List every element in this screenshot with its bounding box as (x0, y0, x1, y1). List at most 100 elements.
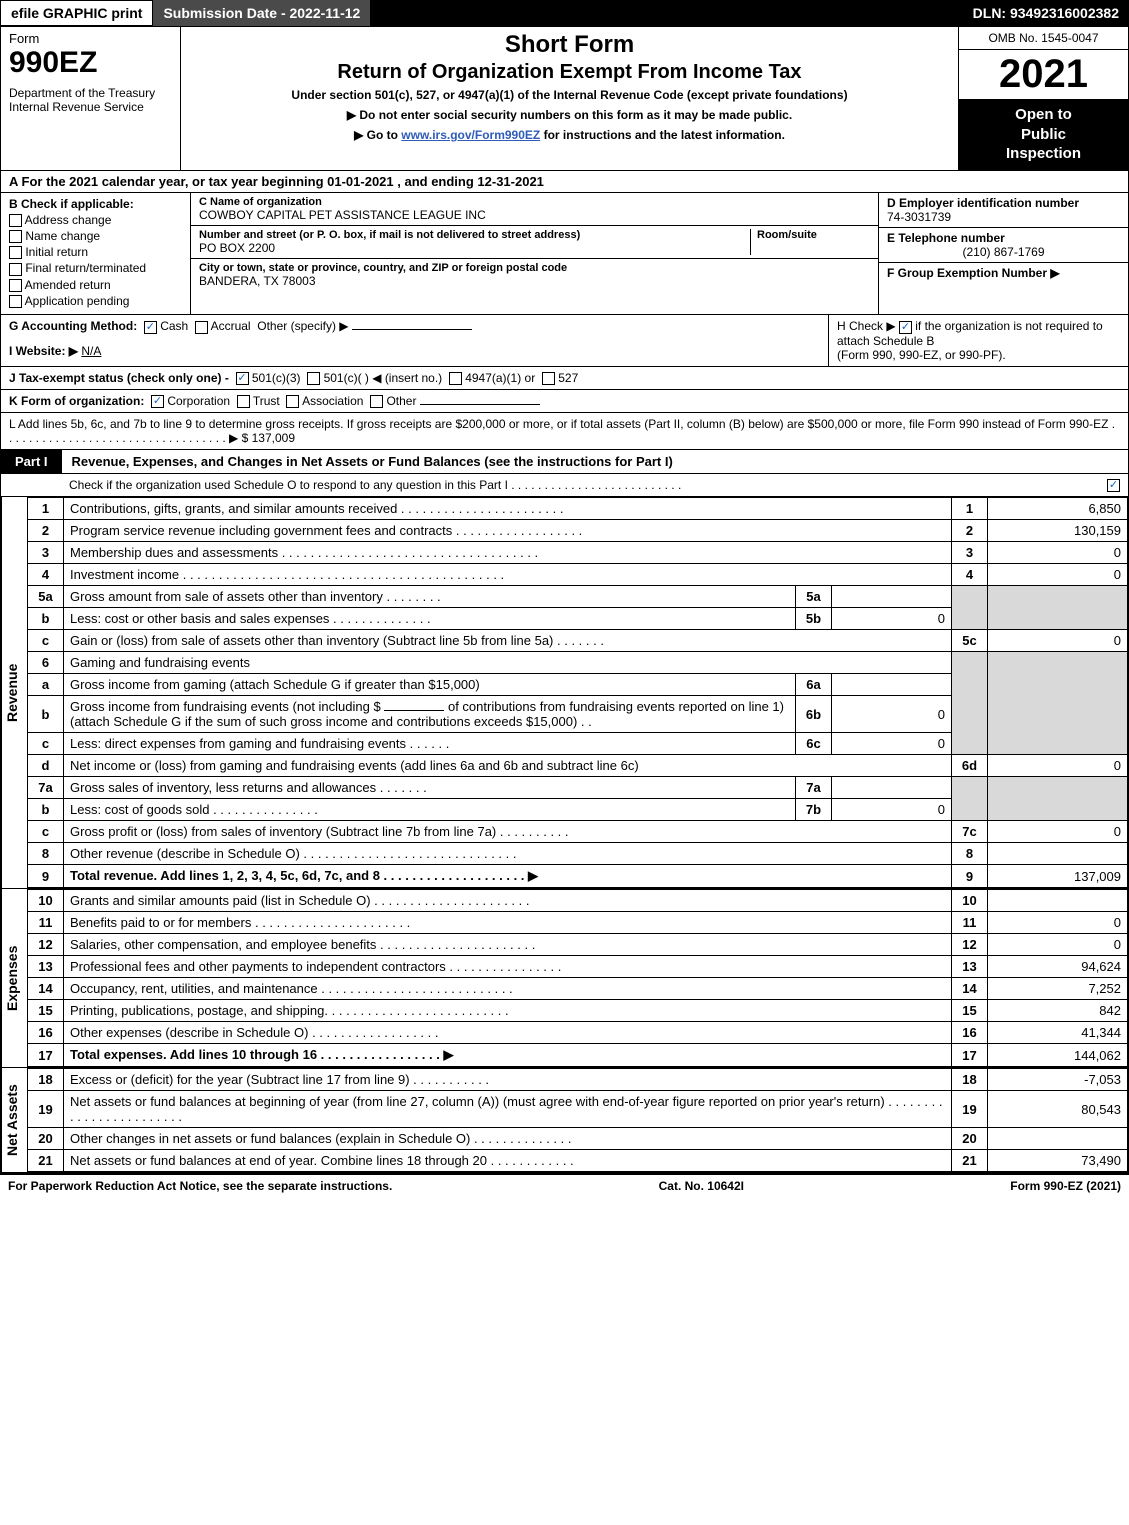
open1: Open to (963, 105, 1124, 125)
line-9: 9 Total revenue. Add lines 1, 2, 3, 4, 5… (28, 865, 1128, 888)
revenue-body: 1 Contributions, gifts, grants, and simi… (27, 497, 1128, 888)
v-16: 41,344 (988, 1022, 1128, 1044)
open3: Inspection (963, 144, 1124, 164)
H-cell: H Check ▶ if the organization is not req… (828, 315, 1128, 365)
form-word: Form (9, 31, 172, 46)
v-14: 7,252 (988, 978, 1128, 1000)
d-5c: Gain or (loss) from sale of assets other… (64, 630, 952, 652)
row-L: L Add lines 5b, 6c, and 7b to line 9 to … (1, 413, 1128, 450)
K-label: K Form of organization: (9, 394, 144, 408)
ln-1: 1 (28, 498, 64, 520)
dept: Department of the Treasury Internal Reve… (9, 86, 172, 114)
ln-6c: c (28, 733, 64, 755)
ln-20: 20 (28, 1128, 64, 1150)
chk-trust[interactable] (237, 395, 250, 408)
subtitle: Under section 501(c), 527, or 4947(a)(1)… (189, 88, 950, 102)
goto-post: for instructions and the latest informat… (540, 128, 785, 142)
ln-7a: 7a (28, 777, 64, 799)
chk-amended-return[interactable]: Amended return (9, 278, 182, 292)
rn-11: 11 (952, 912, 988, 934)
v-1: 6,850 (988, 498, 1128, 520)
sl-5b: 5b (796, 608, 832, 630)
footer-right: Form 990-EZ (2021) (1010, 1179, 1121, 1193)
footer-left: For Paperwork Reduction Act Notice, see … (8, 1179, 392, 1193)
lbl-accrual: Accrual (211, 319, 251, 333)
chk-final-return[interactable]: Final return/terminated (9, 261, 182, 275)
H-text1: H Check ▶ (837, 319, 896, 333)
d-6b-1: Gross income from fundraising events (no… (70, 699, 381, 714)
ln-3: 3 (28, 542, 64, 564)
chk-527[interactable] (542, 372, 555, 385)
shade-6-rn (952, 652, 988, 755)
row-J: J Tax-exempt status (check only one) - 5… (1, 367, 1128, 390)
rn-12: 12 (952, 934, 988, 956)
chk-cash[interactable] (144, 321, 157, 334)
row-K: K Form of organization: Corporation Trus… (1, 390, 1128, 413)
irs-link[interactable]: www.irs.gov/Form990EZ (401, 128, 540, 142)
chk-address-change[interactable]: Address change (9, 213, 182, 227)
chk-association[interactable] (286, 395, 299, 408)
chk-initial-return[interactable]: Initial return (9, 245, 182, 259)
open-to-public: Open to Public Inspection (959, 99, 1128, 170)
expenses-block: Expenses 10 Grants and similar amounts p… (1, 889, 1128, 1068)
ln-15: 15 (28, 1000, 64, 1022)
title-return: Return of Organization Exempt From Incom… (189, 61, 950, 84)
ln-21: 21 (28, 1150, 64, 1172)
row-GH: G Accounting Method: Cash Accrual Other … (1, 315, 1128, 366)
chk-501c3[interactable] (236, 372, 249, 385)
col-B: B Check if applicable: Address change Na… (1, 193, 191, 315)
dln: DLN: 93492316002382 (963, 0, 1129, 26)
chk-corporation[interactable] (151, 395, 164, 408)
ln-17: 17 (28, 1044, 64, 1067)
chk-other-org[interactable] (370, 395, 383, 408)
rn-17: 17 (952, 1044, 988, 1067)
ln-5b: b (28, 608, 64, 630)
sl-6a: 6a (796, 674, 832, 696)
shade-7-v (988, 777, 1128, 821)
line-6d: d Net income or (loss) from gaming and f… (28, 755, 1128, 777)
d-19: Net assets or fund balances at beginning… (64, 1091, 952, 1128)
rn-19: 19 (952, 1091, 988, 1128)
v-2: 130,159 (988, 520, 1128, 542)
part-I-check-row: Check if the organization used Schedule … (1, 474, 1128, 497)
d-5a: Gross amount from sale of assets other t… (64, 586, 796, 608)
chk-501c[interactable] (307, 372, 320, 385)
chk-H[interactable] (899, 321, 912, 334)
other-org-input[interactable] (420, 404, 540, 405)
v-12: 0 (988, 934, 1128, 956)
line-2: 2 Program service revenue including gove… (28, 520, 1128, 542)
submission-date: Submission Date - 2022-11-12 (153, 0, 370, 26)
H-text3: (Form 990, 990-EZ, or 990-PF). (837, 348, 1006, 362)
lbl-cash: Cash (160, 319, 188, 333)
v-5c: 0 (988, 630, 1128, 652)
d-8: Other revenue (describe in Schedule O) .… (64, 843, 952, 865)
other-method-input[interactable] (352, 329, 472, 330)
chk-application-pending[interactable]: Application pending (9, 294, 182, 308)
E-label: E Telephone number (887, 231, 1005, 245)
sv-7b: 0 (832, 799, 952, 821)
revenue-table: 1 Contributions, gifts, grants, and simi… (27, 497, 1128, 888)
chk-partI-scheduleO[interactable] (1107, 479, 1120, 492)
footer-right-post: (2021) (1083, 1179, 1121, 1193)
efile-print[interactable]: efile GRAPHIC print (0, 0, 153, 26)
d-15: Printing, publications, postage, and shi… (64, 1000, 952, 1022)
contrib-input[interactable] (384, 710, 444, 711)
footer-mid: Cat. No. 10642I (659, 1179, 744, 1193)
ln-10: 10 (28, 890, 64, 912)
L-value: 137,009 (252, 431, 295, 445)
chk-accrual[interactable] (195, 321, 208, 334)
ln-4: 4 (28, 564, 64, 586)
netassets-table: 18 Excess or (deficit) for the year (Sub… (27, 1068, 1128, 1172)
sv-5b: 0 (832, 608, 952, 630)
rn-6d: 6d (952, 755, 988, 777)
lbl-name-change: Name change (25, 229, 100, 243)
line-11: 11 Benefits paid to or for members . . .… (28, 912, 1128, 934)
B-head-text: B Check if applicable: (9, 197, 134, 211)
header-mid: Short Form Return of Organization Exempt… (181, 27, 958, 170)
ln-7c: c (28, 821, 64, 843)
chk-4947[interactable] (449, 372, 462, 385)
chk-name-change[interactable]: Name change (9, 229, 182, 243)
col-C: C Name of organization COWBOY CAPITAL PE… (191, 193, 878, 315)
row-A: A For the 2021 calendar year, or tax yea… (1, 171, 1128, 193)
rn-16: 16 (952, 1022, 988, 1044)
